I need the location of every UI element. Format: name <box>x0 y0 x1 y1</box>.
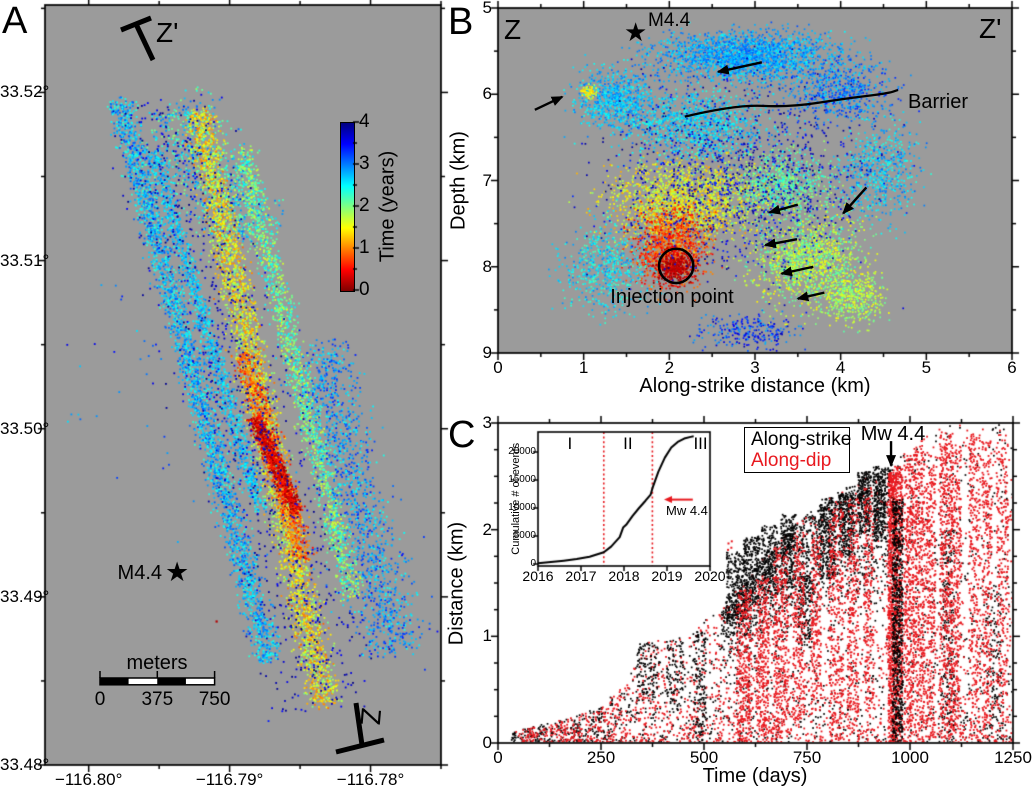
inset-y-tick-label: 10000 <box>508 502 536 513</box>
mainshock-label-b: M4.4 <box>648 10 691 31</box>
mainshock-label-c: Mw 4.4 <box>860 423 926 445</box>
barrier-label: Barrier <box>908 91 969 113</box>
inset-x-tick-label: 2018 <box>608 568 640 584</box>
section-marker-z-prime <box>120 15 156 62</box>
flow-arrow <box>768 203 799 215</box>
a-x-tick-label: −116.79° <box>195 770 264 789</box>
a-x-tick-label: −116.80° <box>54 770 123 789</box>
b-x-tick-label: 6 <box>1007 358 1017 377</box>
section-left-label-b: Z <box>504 14 522 45</box>
colorbar-tick-label: 3 <box>359 153 370 174</box>
scalebar-tick-label: 750 <box>198 689 231 710</box>
b-x-tick-label: 1 <box>578 358 589 377</box>
inset-y-tick-label: 20000 <box>508 446 536 457</box>
barrier-curve <box>684 88 899 118</box>
b-y-tick-label: 8 <box>482 256 492 276</box>
inset-y-tick-label: 0 <box>530 558 536 569</box>
scale-bar <box>99 671 216 686</box>
c-x-tick-label: 750 <box>792 748 822 767</box>
a-y-tick-label: 33.50° <box>0 418 50 438</box>
c-y-tick-label: 1 <box>482 626 492 646</box>
panel-c-label: C <box>448 414 476 456</box>
mainshock-star-a-icon: ★ <box>165 557 190 588</box>
c-x-tick-label: 1250 <box>994 748 1032 767</box>
inset-phase-label: III <box>693 434 708 453</box>
a-y-tick-label: 33.48° <box>0 755 50 774</box>
legend: Along-strike Along-dip <box>744 427 852 473</box>
injection-point-circle <box>657 247 695 285</box>
c-x-tick-label: 1000 <box>891 748 929 767</box>
flow-arrow <box>534 95 564 111</box>
inset-x-tick-label: 2016 <box>522 568 554 584</box>
flow-arrow <box>716 61 763 75</box>
scalebar-title: meters <box>126 652 188 674</box>
colorbar-tick-label: 2 <box>359 195 370 216</box>
flow-arrow <box>780 265 814 277</box>
inset-phase-label: II <box>623 434 633 453</box>
a-x-tick-label: −116.78° <box>336 770 405 789</box>
c-y-tick-label: 3 <box>482 413 492 432</box>
inset-mainshock-label: Mw 4.4 <box>665 502 708 518</box>
legend-item-along-strike: Along-strike <box>751 429 852 450</box>
section-marker-z <box>335 702 385 755</box>
flow-arrow <box>842 186 868 215</box>
b-y-tick-label: 7 <box>482 170 492 190</box>
colorbar-tick-label: 4 <box>359 111 370 132</box>
inset-x-tick-label: 2020 <box>694 568 726 584</box>
scalebar-tick-label: 0 <box>94 689 106 710</box>
b-y-tick-label: 6 <box>482 84 492 104</box>
a-y-tick-label: 33.49° <box>0 586 50 606</box>
b-x-tick-label: 4 <box>835 358 846 377</box>
b-y-tick-label: 5 <box>482 0 492 17</box>
a-y-tick-label: 33.52° <box>0 82 50 102</box>
b-x-tick-label: 5 <box>921 358 932 377</box>
colorbar-tick-label: 1 <box>359 237 370 258</box>
flow-arrow <box>796 291 825 302</box>
c-x-tick-label: 0 <box>493 748 503 767</box>
panel-b-x-axis-title: Along-strike distance (km) <box>639 375 871 397</box>
scalebar-tick-label: 375 <box>141 689 174 710</box>
c-y-tick-label: 2 <box>482 519 492 539</box>
inset-y-tick-label: 15000 <box>508 474 536 485</box>
inset-x-tick-label: 2017 <box>565 568 597 584</box>
b-x-tick-label: 3 <box>750 358 760 377</box>
b-x-tick-label: 2 <box>664 358 675 377</box>
panel-a-label: A <box>2 0 28 42</box>
c-x-tick-label: 250 <box>586 748 616 767</box>
section-right-label-b: Z' <box>979 13 1002 44</box>
colorbar-tick-label: 0 <box>359 279 370 300</box>
c-y-tick-label: 0 <box>482 733 492 752</box>
flow-arrow <box>763 237 798 249</box>
inset-y-tick-label: 5000 <box>513 530 536 541</box>
section-start-label-a: Z' <box>156 17 179 48</box>
c-x-tick-label: 500 <box>689 748 719 767</box>
inset-x-tick-label: 2019 <box>651 568 683 584</box>
inset-phase-label: I <box>567 434 573 453</box>
panel-c-x-axis-title: Time (days) <box>702 765 808 787</box>
mainshock-star-b-icon: ★ <box>624 18 648 48</box>
b-y-tick-label: 9 <box>482 343 492 362</box>
b-x-tick-label: 0 <box>493 358 503 377</box>
mainshock-label-a: M4.4 <box>117 562 162 584</box>
section-end-label-a: Z <box>354 706 387 727</box>
a-y-tick-label: 33.51° <box>0 250 50 270</box>
legend-item-along-dip: Along-dip <box>751 450 832 471</box>
injection-point-label: Injection point <box>610 286 734 308</box>
panel-b-label: B <box>448 1 474 43</box>
